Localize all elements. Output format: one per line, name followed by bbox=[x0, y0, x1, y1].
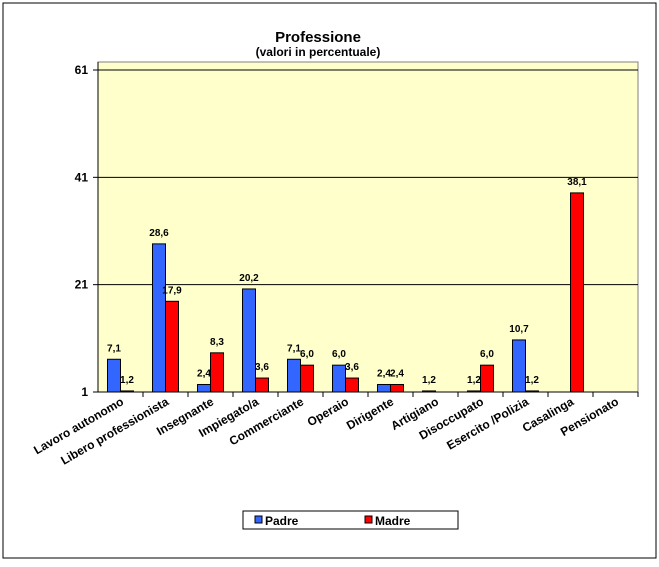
bar-padre bbox=[107, 358, 121, 393]
bar-madre bbox=[480, 364, 494, 393]
bar-madre bbox=[570, 192, 584, 393]
data-label: 28,6 bbox=[149, 228, 169, 239]
data-label: 2,4 bbox=[377, 368, 391, 379]
bar-padre bbox=[152, 243, 166, 393]
bar-padre bbox=[422, 390, 436, 393]
data-label: 2,4 bbox=[390, 368, 404, 379]
bar-padre bbox=[377, 383, 391, 393]
bar-padre bbox=[332, 364, 346, 393]
data-label: 7,1 bbox=[287, 343, 301, 354]
bar-madre bbox=[300, 364, 314, 393]
bar-madre bbox=[255, 377, 269, 393]
data-label: 6,0 bbox=[332, 349, 346, 360]
bar-padre bbox=[467, 390, 481, 393]
legend: Padre Madre bbox=[242, 510, 459, 530]
legend-label: Madre bbox=[375, 514, 411, 528]
data-label: 6,0 bbox=[480, 349, 494, 360]
legend-label: Padre bbox=[265, 514, 299, 528]
data-label: 3,6 bbox=[345, 362, 359, 373]
chart-subtitle: (valori in percentuale) bbox=[256, 45, 381, 59]
data-label: 7,1 bbox=[107, 343, 121, 354]
data-label: 2,4 bbox=[197, 368, 211, 379]
legend-box bbox=[242, 510, 459, 530]
y-tick-label: 41 bbox=[75, 170, 89, 184]
y-tick-label: 61 bbox=[75, 63, 89, 77]
bar-padre bbox=[287, 358, 301, 393]
bar-madre bbox=[345, 377, 359, 393]
plot-area bbox=[97, 61, 639, 393]
chart-title: Professione bbox=[275, 29, 361, 46]
data-label: 3,6 bbox=[255, 362, 269, 373]
data-label: 8,3 bbox=[210, 337, 224, 348]
bar-madre bbox=[120, 390, 134, 393]
data-label: 1,2 bbox=[525, 375, 539, 386]
data-label: 1,2 bbox=[467, 375, 481, 386]
y-tick-label: 1 bbox=[81, 385, 88, 399]
data-label: 20,2 bbox=[239, 273, 259, 284]
data-label: 38,1 bbox=[567, 177, 587, 188]
data-label: 10,7 bbox=[509, 324, 529, 335]
bar-padre bbox=[197, 383, 211, 393]
y-tick-label: 21 bbox=[75, 278, 89, 292]
data-label: 1,2 bbox=[120, 375, 134, 386]
bar-madre bbox=[165, 300, 179, 393]
bar-madre bbox=[390, 383, 404, 393]
data-label: 1,2 bbox=[422, 375, 436, 386]
bar-padre bbox=[512, 339, 526, 393]
legend-swatch-padre bbox=[254, 515, 263, 524]
legend-swatch-madre bbox=[364, 515, 373, 524]
bar-padre bbox=[242, 288, 256, 393]
bar-madre bbox=[525, 390, 539, 393]
data-label: 17,9 bbox=[162, 285, 182, 296]
data-label: 6,0 bbox=[300, 349, 314, 360]
bar-madre bbox=[210, 352, 224, 393]
